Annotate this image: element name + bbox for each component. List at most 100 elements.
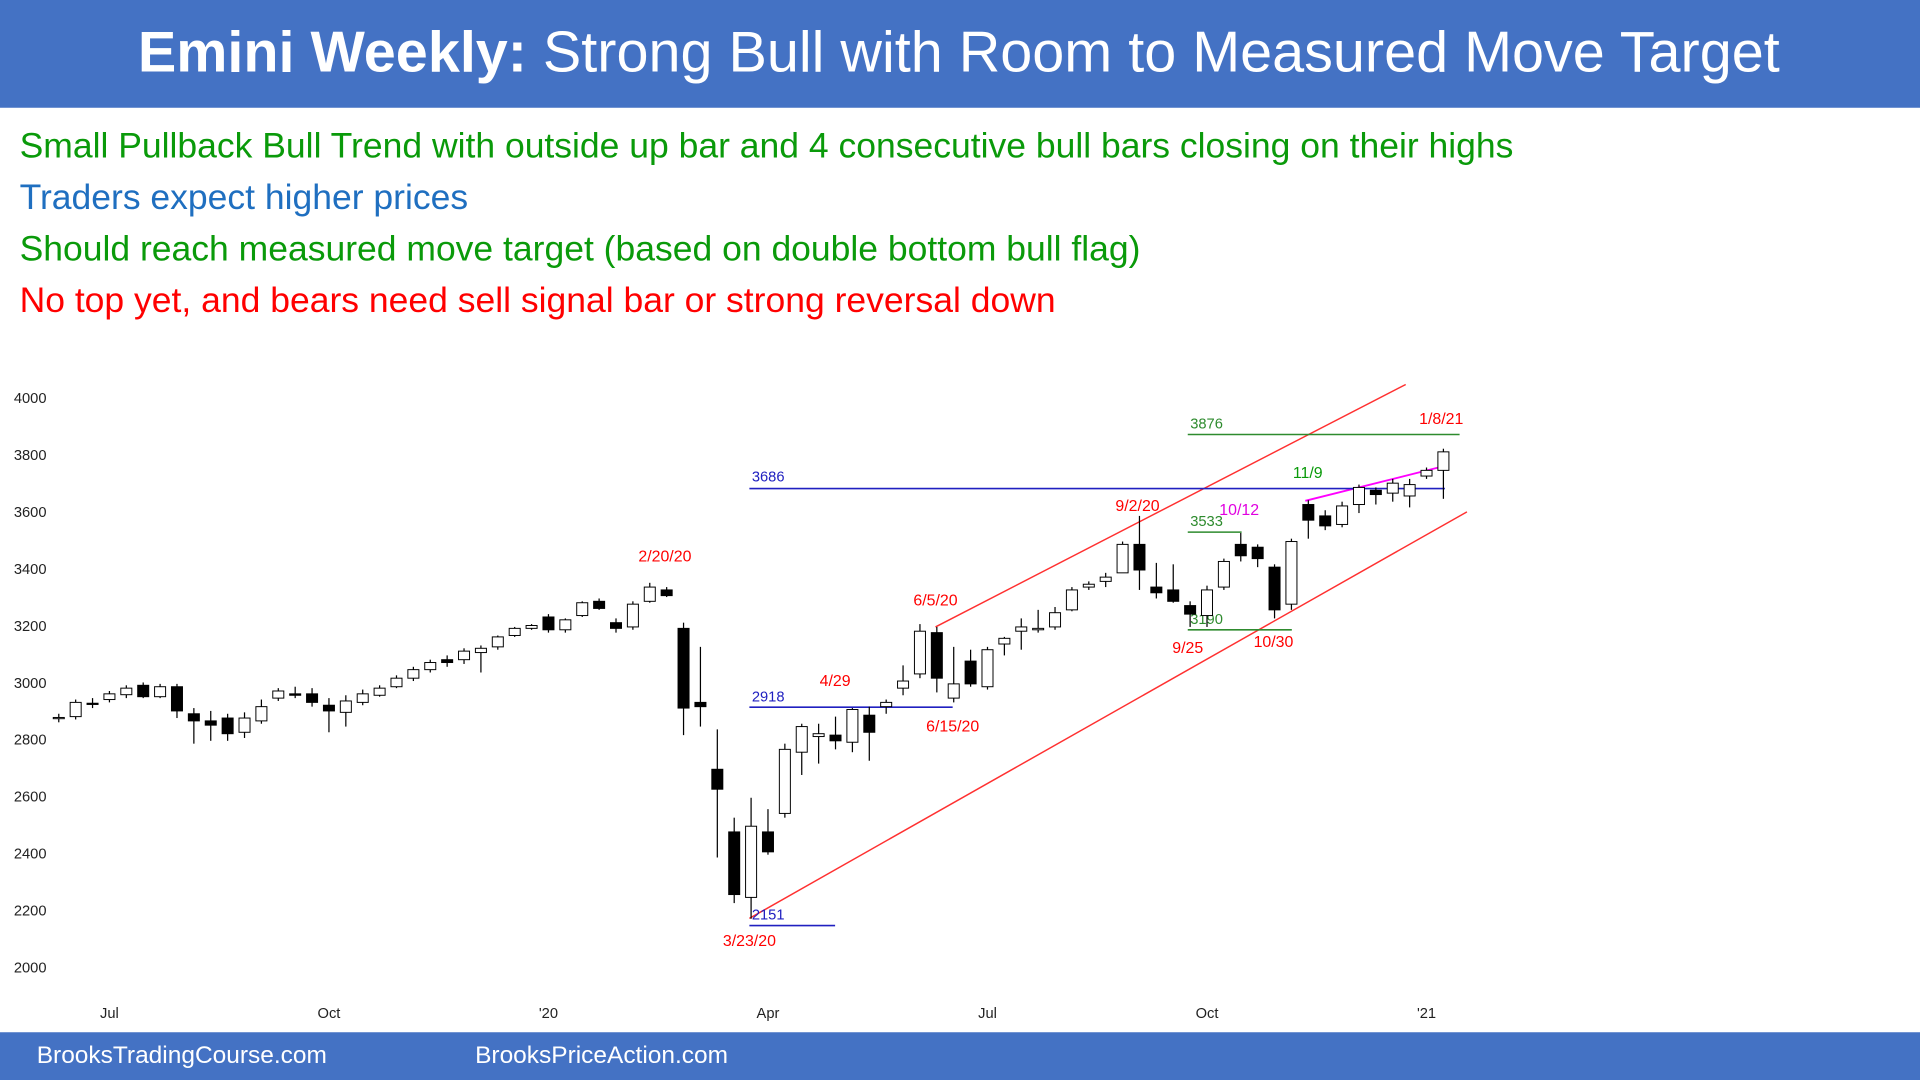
header-bar (0, 0, 1920, 108)
candle-body (508, 627, 521, 636)
candle-body (846, 709, 859, 743)
candle-body (390, 677, 403, 688)
candle-body (913, 630, 926, 675)
candle-body (356, 693, 369, 703)
bullet-text: Small Pullback Bull Trend with outside u… (20, 126, 1514, 166)
bullet-text: Traders expect higher prices (20, 177, 469, 217)
level-label: 3686 (752, 469, 785, 485)
candle-body (52, 716, 65, 720)
candle-body (1065, 589, 1078, 611)
annotation: 11/9 (1293, 465, 1323, 482)
candle-body (1082, 583, 1095, 588)
candle-body (778, 748, 791, 814)
candle-body (120, 687, 133, 696)
footer-right: BrooksPriceAction.com (475, 1042, 728, 1069)
candle-body (458, 650, 471, 661)
candle-body (542, 616, 555, 631)
x-tick-label: '20 (539, 1006, 558, 1022)
candle-body (1420, 469, 1433, 477)
x-tick-label: Jul (100, 1006, 119, 1022)
candle-body (221, 717, 234, 735)
level-label: 2151 (752, 908, 785, 924)
candle-body (1099, 576, 1112, 582)
candle-body (1184, 605, 1197, 615)
annotation: 9/2/20 (1115, 498, 1159, 515)
annotation: 3/23/20 (723, 933, 776, 950)
candle-body (1268, 566, 1281, 611)
candle-body (863, 714, 876, 733)
candle-body (255, 706, 268, 722)
candle-body (576, 602, 589, 617)
candle-body (1285, 541, 1298, 605)
candle-body (407, 669, 420, 679)
y-tick-label: 2800 (14, 733, 47, 749)
annotation: 6/15/20 (926, 719, 979, 736)
candle-body (474, 647, 487, 654)
title-bold: Emini Weekly: (138, 21, 527, 85)
x-tick-label: Oct (318, 1006, 341, 1022)
y-tick-label: 3400 (14, 562, 47, 578)
annotation: 4/29 (820, 673, 851, 690)
candle-body (930, 632, 943, 679)
candle-body (559, 619, 572, 631)
candle-body (610, 622, 623, 629)
candle-body (880, 701, 893, 708)
candle-body (1234, 543, 1247, 557)
candle-body (103, 693, 116, 701)
candle-body (272, 690, 285, 699)
candle-body (1369, 489, 1382, 496)
candle-body (1015, 626, 1028, 632)
candle-body (1049, 612, 1062, 628)
annotation: 2/20/20 (638, 548, 691, 565)
candle-body (1437, 451, 1450, 471)
level-label: 3876 (1190, 417, 1223, 433)
candle-body (1167, 589, 1180, 602)
annotation: 10/12 (1219, 502, 1259, 519)
y-tick-label: 4000 (14, 391, 47, 407)
candle-body (761, 831, 774, 853)
candle-body (289, 693, 302, 696)
x-tick-label: Oct (1196, 1006, 1219, 1022)
candle-body (897, 680, 910, 689)
candle-body (137, 684, 150, 698)
channel-upper (935, 383, 1407, 628)
candle-body (795, 726, 808, 753)
candle-body (154, 686, 167, 698)
annotation: 1/8/21 (1419, 411, 1463, 428)
y-tick-label: 2400 (14, 847, 47, 863)
annotation: 9/25 (1172, 640, 1203, 657)
x-tick-label: '21 (1417, 1006, 1436, 1022)
level-label: 2918 (752, 689, 785, 705)
x-tick-label: Jul (978, 1006, 997, 1022)
y-tick-label: 2000 (14, 960, 47, 976)
candle-body (86, 702, 99, 705)
candle-body (170, 686, 183, 712)
candle-body (1251, 546, 1264, 560)
wedge-line (1305, 465, 1443, 502)
y-tick-label: 3200 (14, 619, 47, 635)
candle-body (694, 701, 707, 708)
annotation: 6/5/20 (913, 592, 957, 609)
candle-body (964, 660, 977, 685)
candle-body (593, 600, 606, 609)
candle-body (322, 704, 335, 712)
candle-body (711, 768, 724, 790)
candle-body (745, 825, 758, 898)
candle-body (187, 713, 200, 722)
y-tick-label: 3600 (14, 505, 47, 521)
y-tick-label: 2600 (14, 790, 47, 806)
candle-body (424, 662, 437, 671)
candle-body (339, 700, 352, 713)
channel-lower (749, 511, 1468, 920)
candle-body (981, 649, 994, 688)
candle-body (1302, 504, 1315, 521)
candle-body (525, 625, 538, 629)
candle-body (373, 687, 386, 696)
candle-body (1032, 627, 1045, 631)
candle-body (306, 693, 319, 703)
candle-body (1116, 543, 1129, 574)
candle-body (69, 701, 82, 718)
candle-body (1150, 586, 1163, 594)
